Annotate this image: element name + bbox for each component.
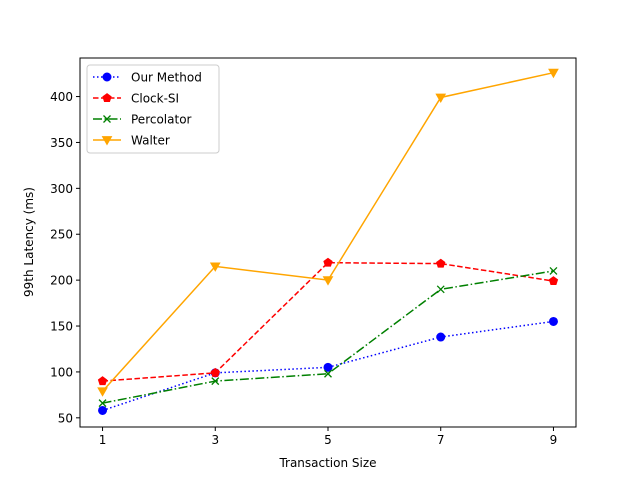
data-point-percolator (549, 266, 558, 275)
legend-label-walter: Walter (131, 134, 170, 148)
legend-box (86, 64, 220, 154)
data-point-percolator (324, 369, 332, 378)
series-percolator (98, 266, 558, 408)
y-tick-label: 300 (50, 182, 73, 196)
data-point-percolator (436, 285, 445, 294)
data-point-clock-si (97, 376, 108, 386)
data-point-walter (209, 262, 221, 272)
y-tick-label: 100 (50, 365, 73, 379)
x-tick-label: 1 (99, 433, 107, 447)
x-tick-label: 7 (437, 433, 445, 447)
y-tick-label: 200 (50, 274, 73, 288)
x-tick-label: 3 (211, 433, 219, 447)
data-point-percolator (98, 399, 107, 408)
data-point-our-method (323, 362, 333, 372)
legend-label-clock-si: Clock-SI (131, 92, 179, 106)
y-tick-label: 400 (50, 90, 73, 104)
data-point-clock-si (436, 258, 446, 268)
data-point-walter (435, 93, 447, 103)
y-tick-label: 250 (50, 228, 73, 242)
series-clock-si (97, 257, 559, 386)
y-tick-label: 350 (50, 136, 73, 150)
legend-label-our-method: Our Method (131, 71, 202, 85)
data-point-our-method (98, 405, 108, 415)
legend: Our Method Clock-SI Percolator Walter (86, 64, 220, 154)
series-walter (97, 68, 559, 397)
data-point-clock-si (548, 276, 559, 286)
data-point-walter (548, 68, 559, 79)
y-axis: 50 100 150 200 250 300 350 400 (50, 90, 80, 425)
data-point-walter (322, 276, 334, 286)
data-point-percolator (211, 377, 220, 386)
legend-marker-percolator (103, 115, 111, 123)
x-tick-label: 5 (324, 433, 332, 447)
x-tick-label: 9 (550, 433, 558, 447)
y-tick-label: 50 (58, 411, 73, 425)
series-line-clock-si (102, 261, 554, 382)
data-point-walter (97, 387, 108, 397)
series-layer (97, 68, 559, 415)
data-point-our-method (436, 332, 446, 342)
data-point-clock-si (210, 367, 220, 377)
data-point-clock-si (323, 257, 333, 267)
legend-label-percolator: Percolator (131, 113, 192, 127)
x-axis: 1 3 5 7 9 (99, 427, 558, 447)
y-axis-label: 99th Latency (ms) (22, 187, 36, 297)
legend-marker-our-method (102, 72, 112, 82)
y-tick-label: 150 (50, 320, 73, 334)
legend-marker-clock-si (102, 93, 112, 102)
series-line-percolator (102, 270, 554, 404)
series-our-method (98, 316, 558, 415)
data-point-our-method (548, 316, 558, 326)
legend-marker-walter (101, 136, 113, 146)
x-axis-label: Transaction Size (278, 456, 376, 470)
